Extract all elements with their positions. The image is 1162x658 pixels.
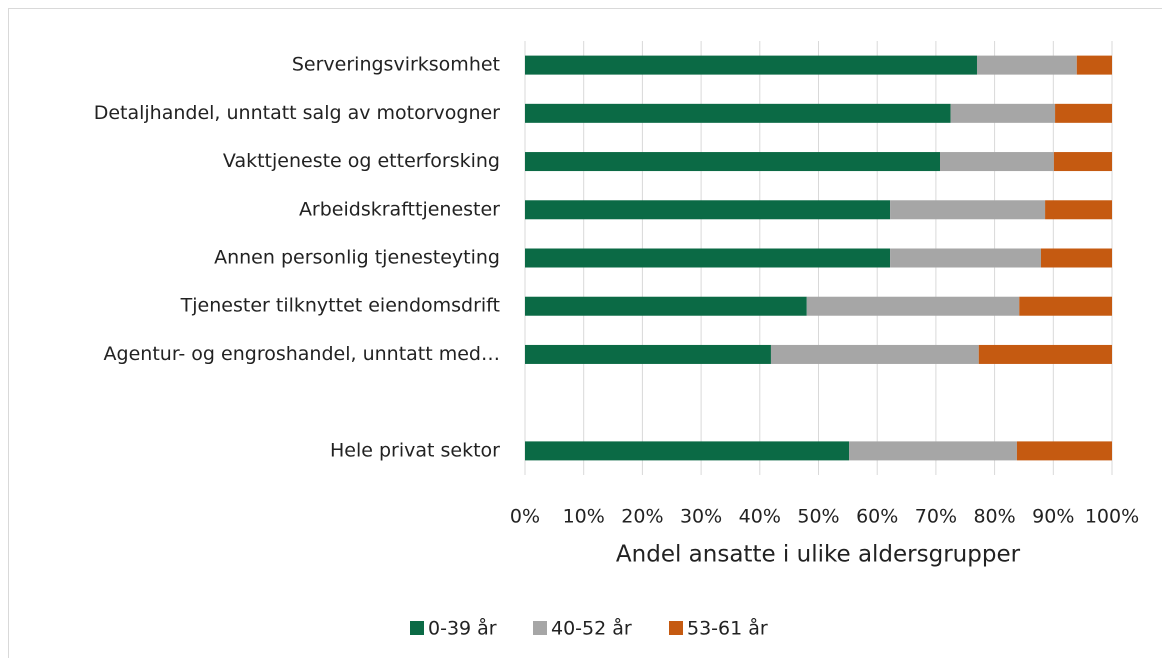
x-tick-label: 30% bbox=[680, 506, 722, 528]
bar-segment bbox=[890, 200, 1046, 220]
bar-segment bbox=[525, 344, 771, 364]
x-tick-label: 90% bbox=[1032, 506, 1074, 528]
bar-segment bbox=[525, 55, 977, 75]
x-tick-label: 60% bbox=[856, 506, 898, 528]
bar-segment bbox=[849, 441, 1017, 461]
bar-segment bbox=[1019, 296, 1112, 316]
x-tick-label: 0% bbox=[510, 506, 540, 528]
y-tick-label: Tjenester tilknyttet eiendomsdrift bbox=[180, 295, 500, 317]
bar-segment bbox=[1045, 200, 1112, 220]
y-tick-label: Hele privat sektor bbox=[330, 439, 500, 461]
bar-segment bbox=[890, 248, 1041, 268]
bar-segment bbox=[770, 344, 979, 364]
x-tick-label: 20% bbox=[621, 506, 663, 528]
bar-segment bbox=[940, 152, 1054, 172]
y-tick-label: Arbeidskrafttjenester bbox=[299, 198, 500, 220]
bar-segment bbox=[1040, 248, 1112, 268]
x-tick-label: 70% bbox=[915, 506, 957, 528]
bar-segment bbox=[806, 296, 1020, 316]
legend-label: 0-39 år bbox=[428, 617, 497, 640]
bar-segment bbox=[525, 296, 807, 316]
bar-segment bbox=[1016, 441, 1112, 461]
bar-segment bbox=[978, 344, 1112, 364]
legend-swatch bbox=[669, 621, 683, 635]
legend-swatch bbox=[533, 621, 547, 635]
bar-segment bbox=[525, 248, 891, 268]
y-tick-label: Annen personlig tjenesteyting bbox=[214, 247, 500, 269]
bar-segment bbox=[525, 441, 850, 461]
y-tick-label: Detaljhandel, unntatt salg av motorvogne… bbox=[94, 102, 500, 124]
x-tick-label: 50% bbox=[797, 506, 839, 528]
x-axis-title: Andel ansatte i ulike aldersgrupper bbox=[616, 542, 1021, 568]
legend-label: 40-52 år bbox=[551, 617, 632, 640]
bar-segment bbox=[1055, 103, 1112, 123]
bar-segment bbox=[976, 55, 1077, 75]
y-tick-label: Vakttjeneste og etterforsking bbox=[223, 150, 500, 172]
bar-segment bbox=[1076, 55, 1112, 75]
legend-label: 53-61 år bbox=[687, 617, 768, 640]
x-tick-label: 100% bbox=[1085, 506, 1139, 528]
x-tick-label: 10% bbox=[563, 506, 605, 528]
bar-segment bbox=[525, 103, 951, 123]
bar-segment bbox=[950, 103, 1056, 123]
bar-segment bbox=[1053, 152, 1112, 172]
y-tick-label: Serveringsvirksomhet bbox=[292, 54, 500, 76]
x-tick-label: 80% bbox=[973, 506, 1015, 528]
bar-segment bbox=[525, 152, 941, 172]
x-tick-label: 40% bbox=[739, 506, 781, 528]
bar-segment bbox=[525, 200, 891, 220]
legend-swatch bbox=[410, 621, 424, 635]
y-tick-label: Agentur- og engroshandel, unntatt med… bbox=[104, 343, 500, 365]
